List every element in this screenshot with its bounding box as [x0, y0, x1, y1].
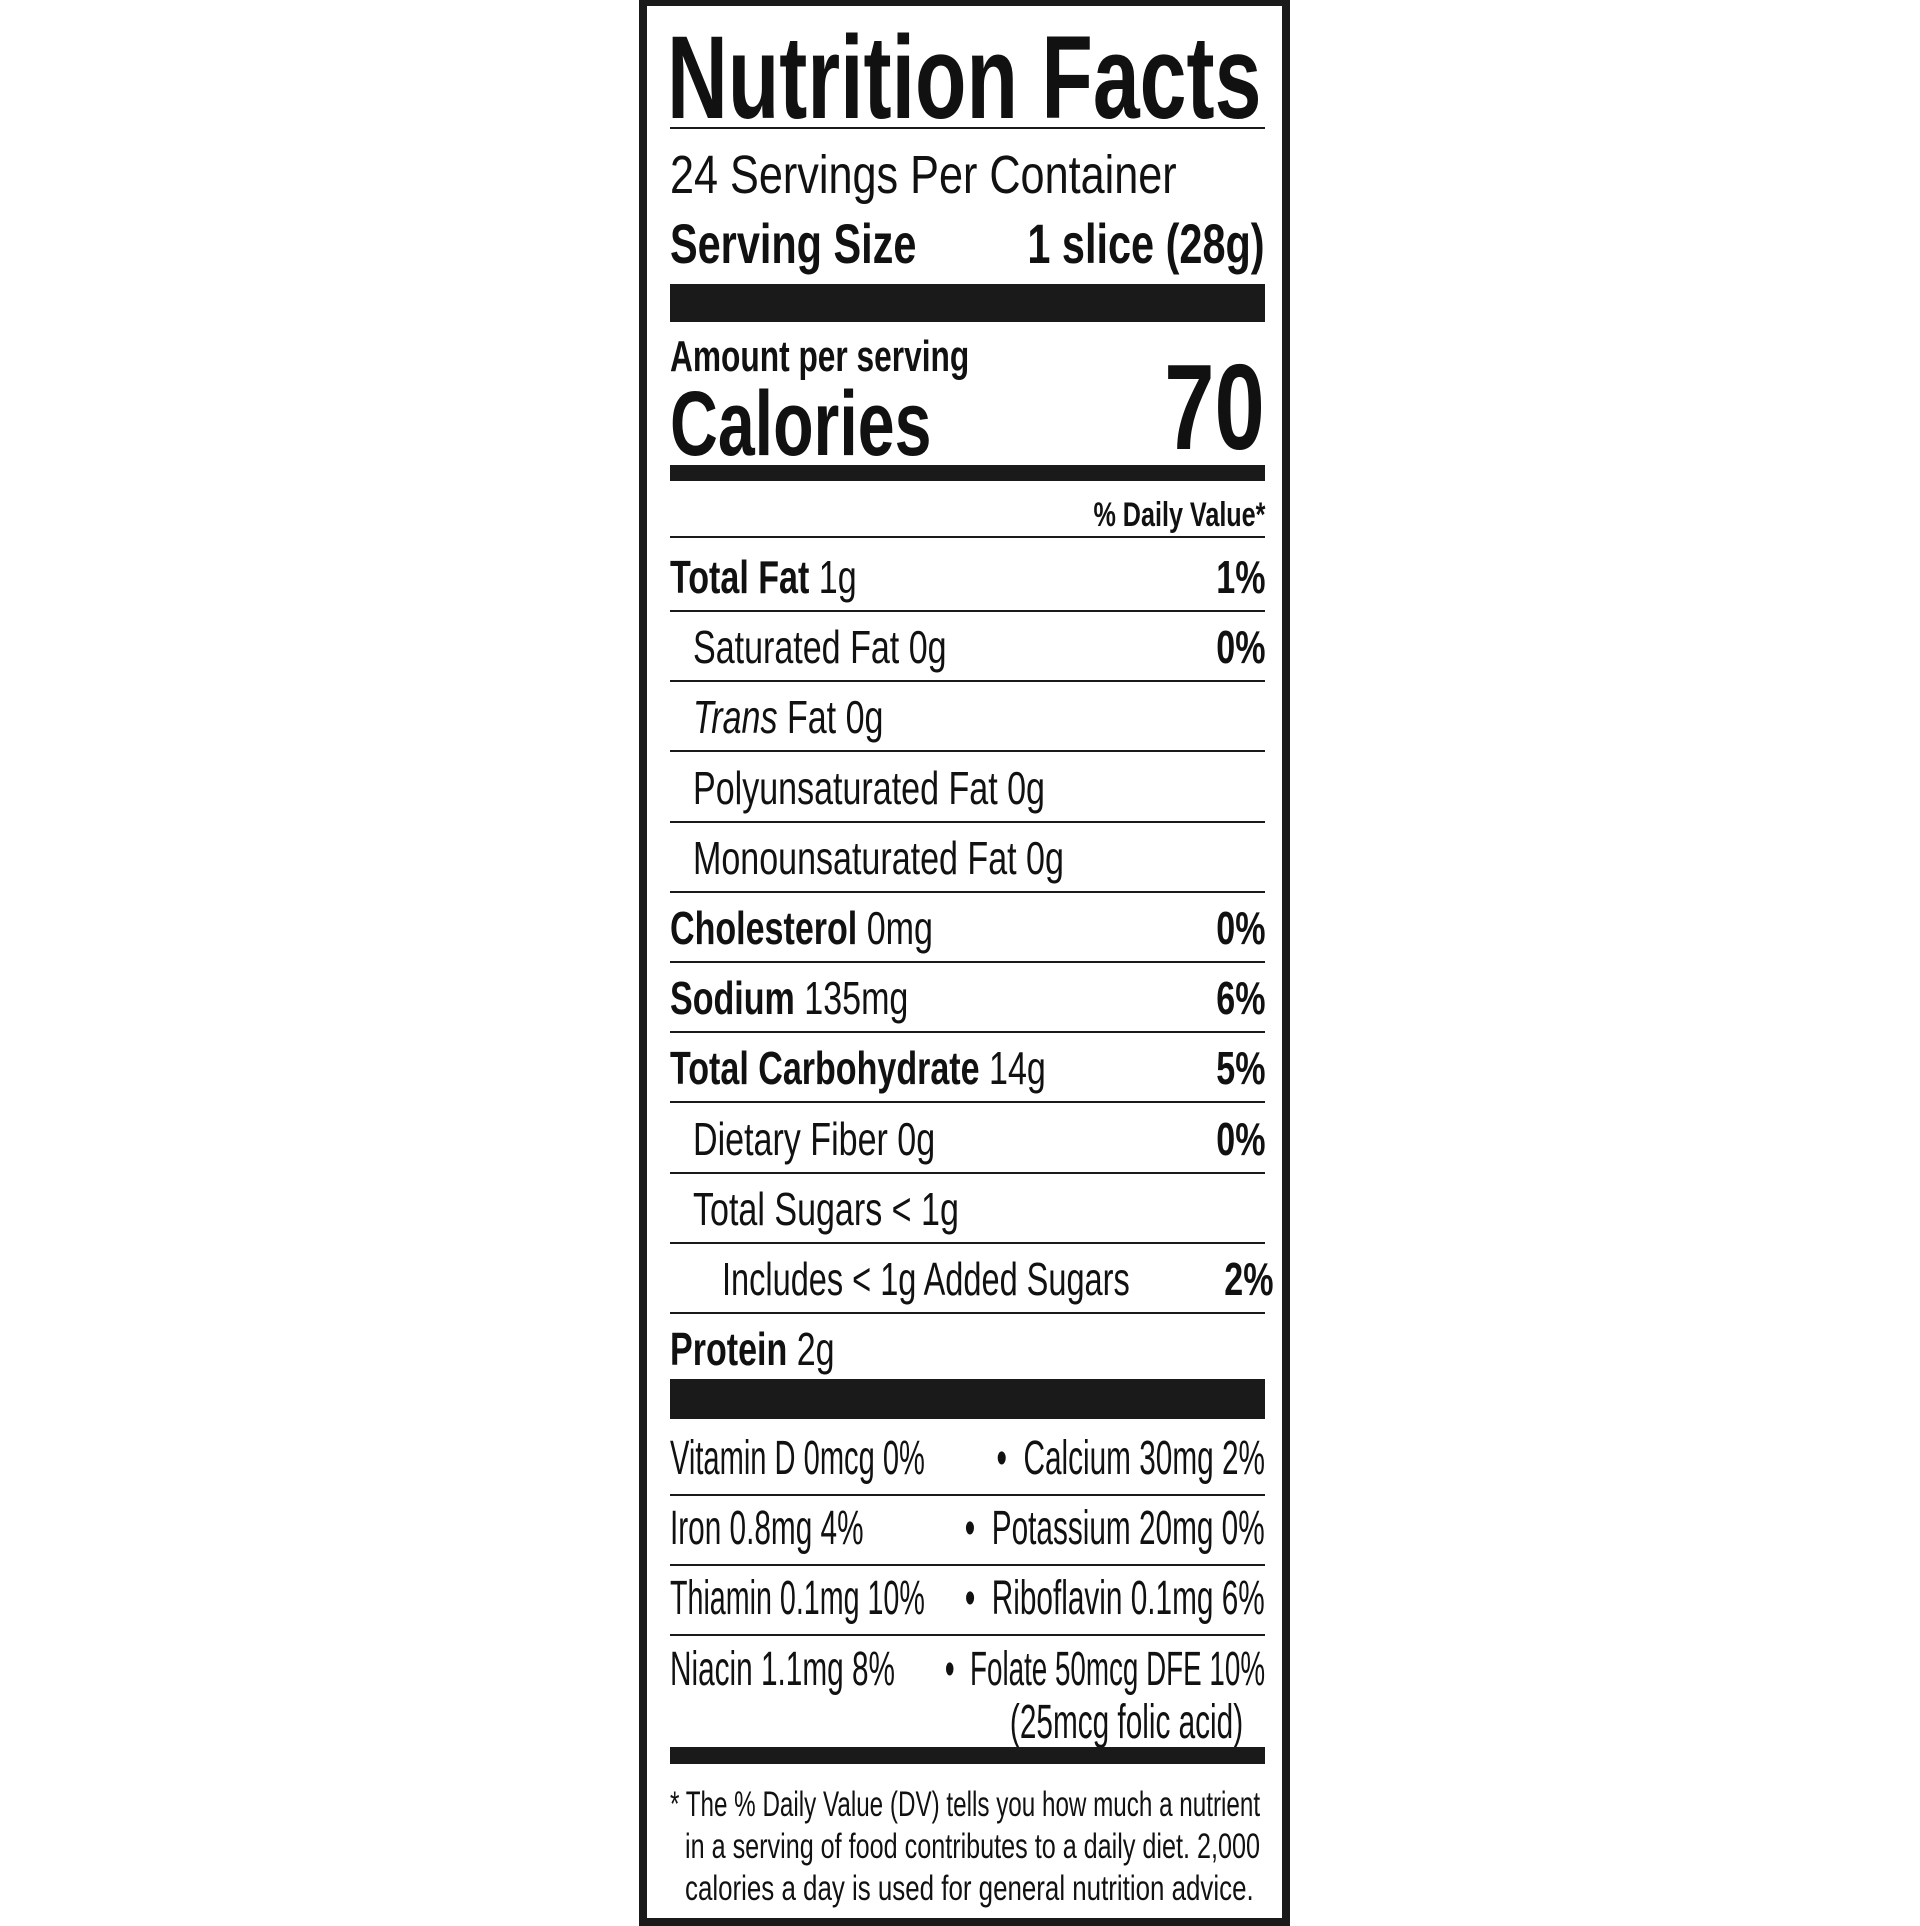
vitamin-right-text: Riboflavin 0.1mg 6%	[992, 1572, 1265, 1626]
bullet-separator: •	[965, 1502, 976, 1556]
vitamin-right: • Folate 50mcg DFE 10%	[945, 1642, 1265, 1698]
nutrient-name: Total Sugars	[693, 1182, 883, 1235]
nutrient-row: Protein 2g	[670, 1316, 1265, 1382]
vitamin-right: • Calcium 30mg 2%	[997, 1431, 1265, 1487]
nutrient-amount: 14g	[989, 1042, 1046, 1095]
nutrient-row: Sodium 135mg 6%	[670, 965, 1265, 1031]
vitamin-right-text: Calcium 30mg 2%	[1023, 1432, 1265, 1485]
vitamin-left: Vitamin D 0mcg 0%	[670, 1432, 925, 1485]
nutrient-amount: 1g	[818, 551, 857, 603]
vitamin-right-sub: (25mcg folic acid)	[1009, 1695, 1243, 1749]
nutrient-name: Protein	[670, 1323, 788, 1376]
calories-value: 70	[1164, 339, 1265, 475]
daily-value-percent: 2%	[1223, 1253, 1273, 1305]
vitamin-right-text: Folate 50mcg DFE 10%	[969, 1642, 1265, 1696]
nutrient-row: Total Carbohydrate 14g 5%	[670, 1035, 1265, 1101]
nutrition-facts-label: Nutrition Facts 24 Servings Per Containe…	[639, 0, 1290, 1926]
daily-value-percent: 1%	[1215, 551, 1265, 603]
nutrient-amount: 0g	[897, 1112, 936, 1165]
nutrient-name: Trans	[693, 691, 778, 744]
nutrient-row: Total Sugars < 1g	[670, 1176, 1265, 1242]
nutrient-name: Saturated Fat	[693, 621, 900, 674]
nutrient-row: Cholesterol 0mg 0%	[670, 895, 1265, 961]
nutrient-name: Total Carbohydrate	[670, 1042, 980, 1095]
daily-value-header: % Daily Value*	[1092, 496, 1265, 534]
nutrient-amount: 135mg	[804, 972, 909, 1025]
vitamin-right: • Riboflavin 0.1mg 6%	[965, 1571, 1265, 1627]
vitamin-row: Iron 0.8mg 4% • Potassium 20mg 0%	[670, 1501, 1265, 1557]
daily-value-percent: 0%	[1215, 902, 1265, 954]
title: Nutrition Facts	[667, 12, 1262, 144]
nutrient-amount: 0g	[1007, 761, 1045, 814]
nutrient-amount: 2g	[796, 1323, 835, 1376]
nutrient-row: Total Fat 1g 1%	[670, 544, 1265, 610]
nutrient-row: Saturated Fat 0g 0%	[670, 614, 1265, 680]
nutrient-name: Includes < 1g Added Sugars	[722, 1253, 1130, 1305]
footnote-line: * The % Daily Value (DV) tells you how m…	[670, 1785, 1261, 1824]
bullet-separator: •	[944, 1642, 955, 1696]
vitamin-row: Niacin 1.1mg 8% • Folate 50mcg DFE 10% (25…	[670, 1642, 1265, 1747]
vitamin-left: Niacin 1.1mg 8%	[670, 1642, 895, 1696]
serving-size-value: 1 slice (28g)	[1027, 212, 1265, 275]
nutrient-amount: 0g	[845, 691, 884, 744]
serving-size-label: Serving Size	[670, 212, 917, 275]
daily-value-percent: 6%	[1215, 972, 1265, 1025]
footnote-line: calories a day is used for general nutri…	[685, 1869, 1254, 1908]
servings-per-container: 24 Servings Per Container	[670, 145, 1177, 205]
daily-value-percent: 0%	[1215, 621, 1265, 674]
nutrient-name: Sodium	[670, 972, 795, 1025]
daily-value-percent: 0%	[1215, 1112, 1265, 1165]
calories-label: Calories	[670, 373, 932, 475]
bullet-separator: •	[965, 1572, 976, 1626]
vitamin-row: Thiamin 0.1mg 10% • Riboflavin 0.1mg 6%	[670, 1571, 1265, 1627]
nutrient-row: Monounsaturated Fat 0g	[670, 825, 1265, 891]
vitamin-row: Vitamin D 0mcg 0% • Calcium 30mg 2%	[670, 1431, 1265, 1487]
nutrient-name: Polyunsaturated Fat	[693, 761, 998, 814]
nutrient-amount: < 1g	[891, 1182, 959, 1235]
footnote-line: in a serving of food contributes to a da…	[685, 1827, 1260, 1866]
vitamin-left: Iron 0.8mg 4%	[670, 1502, 864, 1556]
nutrient-name: Total Fat	[670, 551, 810, 603]
nutrient-name: Cholesterol	[670, 902, 858, 954]
vitamin-right-text: Potassium 20mg 0%	[992, 1502, 1265, 1556]
vitamin-right: • Potassium 20mg 0%	[965, 1501, 1265, 1557]
nutrient-name-suffix: Fat	[786, 691, 837, 744]
nutrient-amount: 0g	[908, 621, 947, 674]
vitamin-left: Thiamin 0.1mg 10%	[670, 1572, 925, 1626]
nutrient-name: Monounsaturated Fat	[693, 831, 1017, 884]
amount-per-serving: Amount per serving	[670, 332, 970, 381]
nutrient-row: Trans Fat 0g	[670, 684, 1265, 750]
nutrient-row: Includes < 1g Added Sugars 2%	[670, 1246, 1273, 1312]
nutrient-row: Dietary Fiber 0g 0%	[670, 1106, 1265, 1172]
daily-value-percent: 5%	[1215, 1042, 1265, 1095]
nutrient-name: Dietary Fiber	[693, 1112, 888, 1165]
nutrient-amount: 0mg	[866, 902, 933, 954]
bullet-separator: •	[996, 1432, 1007, 1485]
nutrient-amount: 0g	[1026, 831, 1064, 884]
nutrient-row: Polyunsaturated Fat 0g	[670, 755, 1265, 821]
